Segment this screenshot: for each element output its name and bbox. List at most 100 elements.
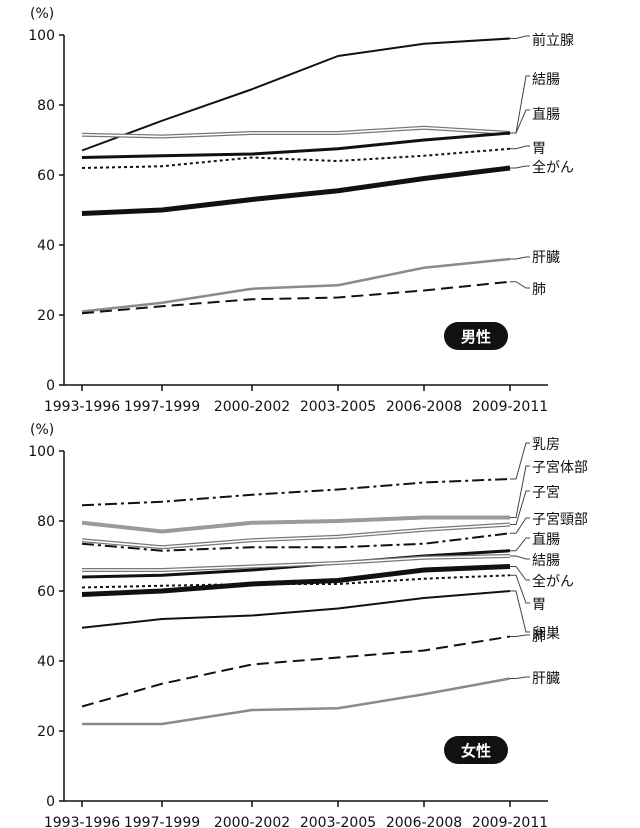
series-label: 結腸 [532, 553, 560, 569]
y-tick-label: 20 [37, 724, 55, 740]
y-tick-label: 100 [28, 444, 55, 460]
series-stroke [81, 126, 511, 138]
series-stroke [82, 677, 511, 726]
series-stroke [81, 532, 511, 552]
series-line-子宮体部 [81, 515, 510, 534]
series-line-全がん [81, 564, 511, 597]
x-tick-label: 1993-1996 [44, 399, 120, 415]
x-tick-label: 2000-2002 [214, 399, 290, 415]
series-label: 子宮体部 [532, 460, 588, 476]
y-axis-unit: (%) [30, 6, 54, 22]
x-tick-label: 2003-2005 [300, 399, 376, 415]
series-stroke [81, 515, 510, 534]
y-axis-unit: (%) [30, 422, 54, 438]
y-tick-label: 40 [37, 654, 55, 670]
x-tick-label: 2009-2011 [472, 399, 548, 415]
series-stroke [81, 635, 511, 708]
chart-title-badge [444, 736, 508, 764]
series-label: 直腸 [532, 106, 560, 123]
series-line-卵巣 [81, 590, 511, 629]
y-tick-label: 0 [46, 794, 55, 810]
series-label: 子宮頸部 [532, 512, 588, 528]
label-leader-line [510, 35, 530, 39]
series-line-結腸 [82, 554, 511, 572]
series-label: 肺 [532, 629, 546, 645]
series-stroke [81, 478, 511, 507]
label-leader-line [510, 574, 530, 604]
series-label: 全がん [532, 573, 574, 590]
x-tick-label: 1993-1996 [44, 815, 120, 828]
series-label: 胃 [532, 597, 546, 613]
series-line-子宮 [81, 522, 511, 550]
series-line-肺 [81, 635, 511, 708]
series-stroke [81, 147, 511, 169]
label-leader-line [510, 634, 530, 637]
y-tick-label: 0 [46, 378, 55, 394]
series-line-乳房 [81, 478, 511, 507]
series-label: 肝臓 [532, 671, 560, 687]
x-tick-label: 2000-2002 [214, 815, 290, 828]
chart-panel: (%) 0 20 40 60 80 100 1993-1996 1997-1999 2000-20… [28, 6, 574, 415]
label-leader-line [510, 517, 530, 534]
series-label: 全がん [532, 159, 574, 176]
y-tick-label: 40 [37, 238, 55, 254]
series-stroke [81, 257, 511, 313]
series-stroke [81, 37, 511, 152]
label-leader-line [510, 537, 530, 552]
y-tick-label: 100 [28, 28, 55, 44]
series-label: 肺 [532, 282, 546, 298]
series-label: 前立腺 [532, 32, 574, 49]
series-label: 肝臓 [532, 250, 560, 266]
series-stroke [82, 555, 511, 571]
y-tick-label: 20 [37, 308, 55, 324]
series-line-結腸 [81, 125, 511, 139]
chart-title: 女性 [461, 742, 491, 760]
x-tick-label: 1997-1999 [124, 399, 200, 415]
series-label: 卵巣 [532, 626, 560, 642]
label-leader-line [510, 555, 530, 560]
label-leader-line [510, 590, 530, 633]
series-label: 直腸 [532, 531, 560, 548]
series-line-直腸 [81, 131, 511, 159]
series-stroke [81, 165, 511, 216]
series-line-子宮頸部 [81, 532, 511, 552]
label-leader-line [510, 465, 530, 518]
series-stroke [81, 574, 511, 589]
series-line-胃 [81, 147, 511, 169]
series-label: 結腸 [532, 72, 560, 88]
series-line-前立腺 [81, 37, 511, 152]
x-tick-label: 2006-2008 [386, 815, 462, 828]
series-label: 子宮 [532, 485, 560, 501]
y-tick-label: 80 [37, 514, 55, 530]
label-leader-line [510, 490, 530, 525]
series-stroke [81, 590, 511, 629]
y-tick-label: 60 [37, 584, 55, 600]
chart-title-badge [444, 322, 508, 350]
series-label: 乳房 [532, 437, 560, 453]
chart-title: 男性 [461, 328, 491, 346]
x-tick-label: 2009-2011 [472, 815, 548, 828]
label-leader-line [510, 109, 530, 134]
series-stroke [81, 564, 511, 597]
series-line-全がん [81, 165, 511, 216]
label-leader-line [510, 442, 530, 480]
x-tick-label: 1997-1999 [124, 815, 200, 828]
label-leader-line [510, 165, 530, 169]
series-stroke [81, 131, 511, 159]
x-tick-label: 2003-2005 [300, 815, 376, 828]
series-line-肝臓 [82, 677, 511, 726]
label-leader-line [510, 281, 530, 289]
label-leader-line [510, 256, 530, 260]
series-stroke [81, 523, 511, 549]
x-tick-label: 2006-2008 [386, 399, 462, 415]
label-leader-line [510, 145, 530, 150]
series-line-胃 [81, 574, 511, 589]
series-label: 胃 [532, 141, 546, 157]
y-tick-label: 60 [37, 168, 55, 184]
y-tick-label: 80 [37, 98, 55, 114]
chart-panel: (%) 0 20 40 60 80 100 1993-1996 1997-1999 2000-20… [28, 422, 588, 828]
label-leader-line [510, 676, 530, 679]
series-line-肝臓 [81, 257, 511, 313]
label-leader-line [510, 566, 530, 581]
